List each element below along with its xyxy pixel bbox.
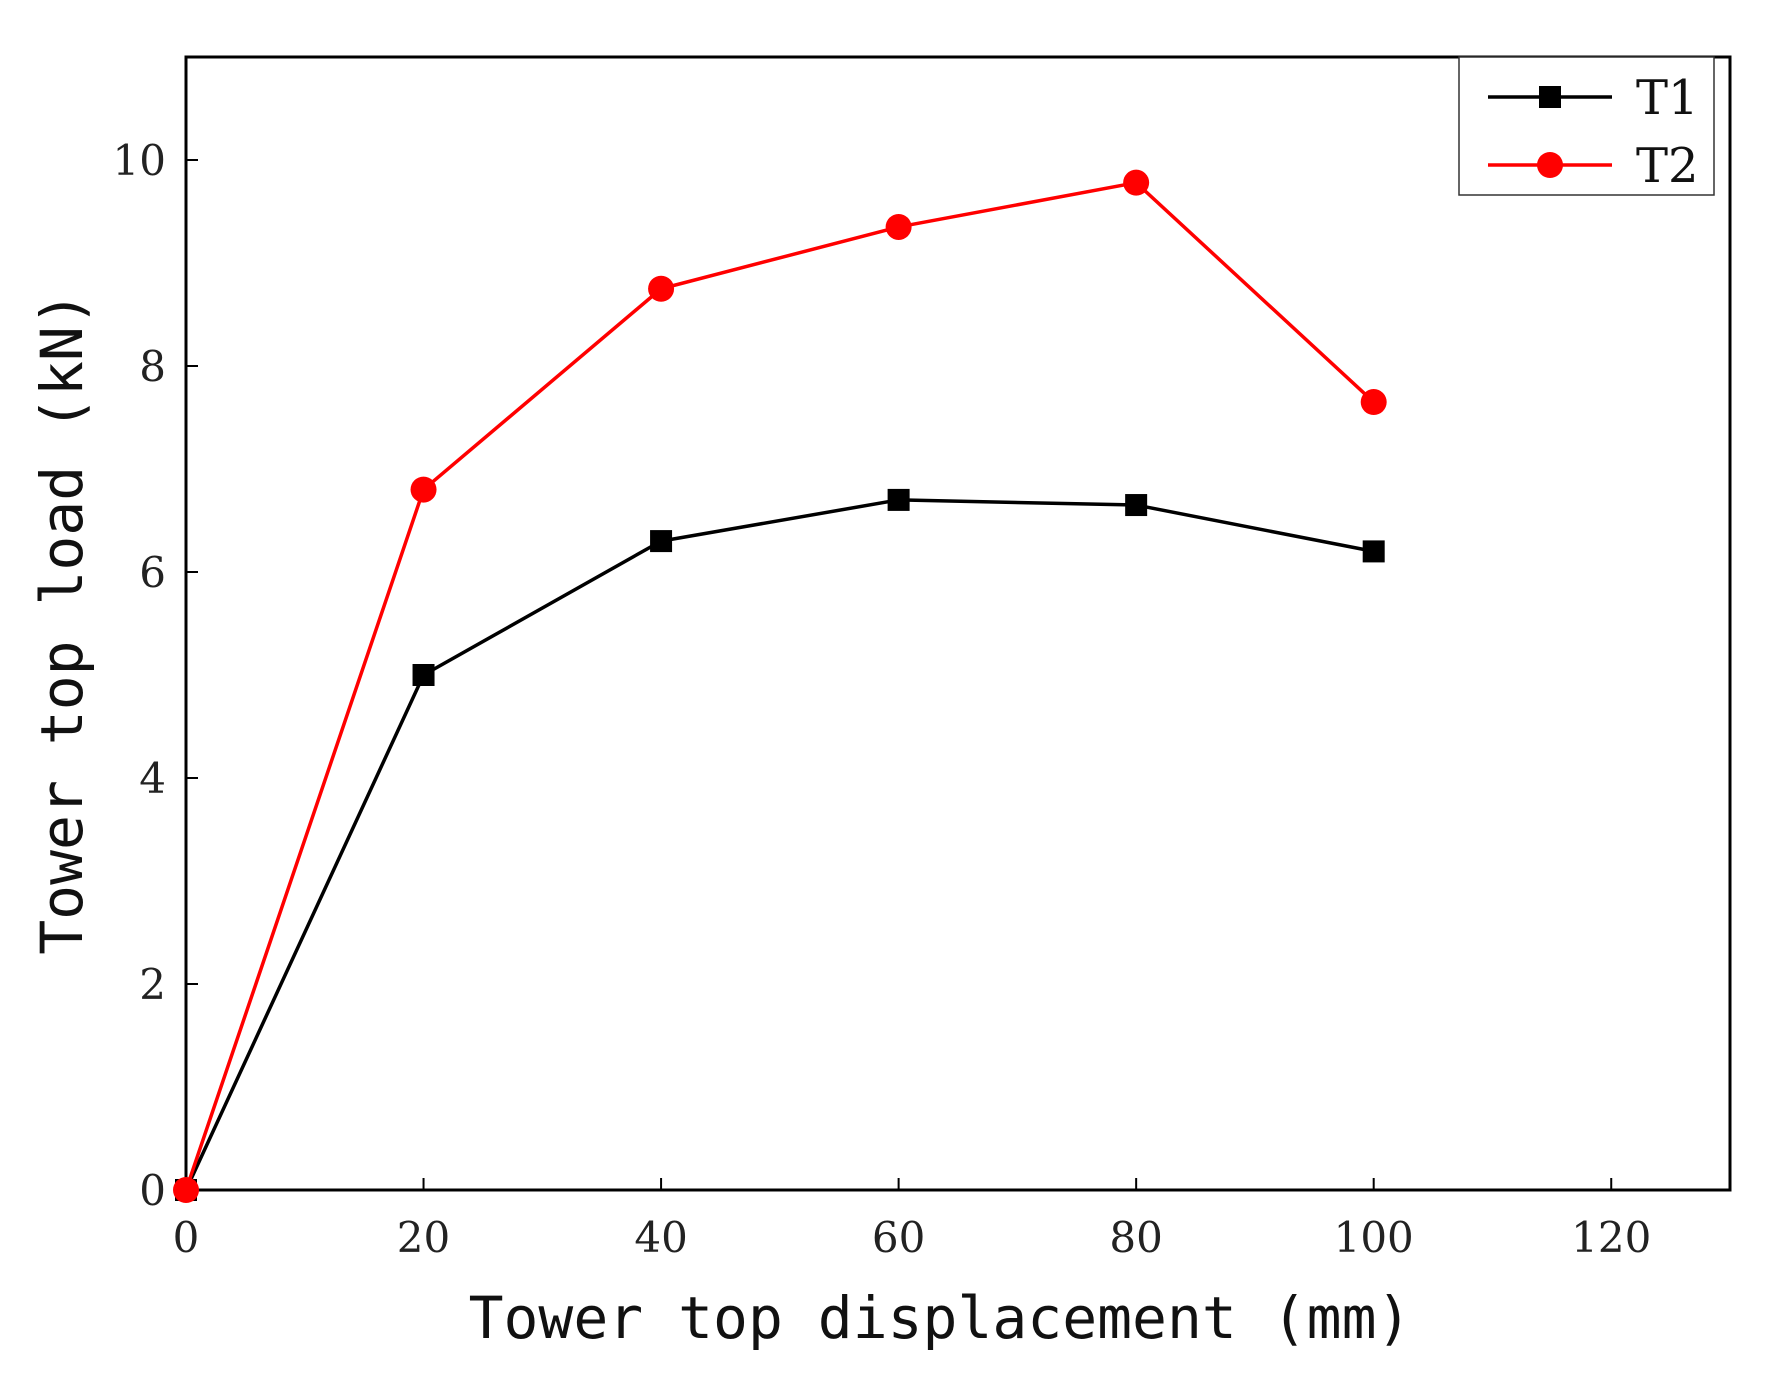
x-tick-label: 20 [397, 1213, 450, 1262]
x-tick-label: 120 [1571, 1213, 1651, 1262]
data-point-t2 [410, 476, 437, 503]
legend-marker-t1 [1539, 86, 1561, 108]
data-point-t2 [173, 1177, 199, 1203]
data-point-t1 [650, 530, 673, 553]
data-point-t1 [1362, 540, 1385, 563]
y-axis-ticks: 0 2 4 6 8 10 [113, 136, 198, 1215]
data-point-t2 [648, 275, 675, 302]
y-tick-label: 2 [139, 960, 166, 1009]
y-tick-label: 8 [139, 342, 166, 391]
x-axis-title: Tower top displacement (mm) [469, 1284, 1412, 1352]
data-point-t1 [1125, 494, 1148, 517]
data-point-t1 [887, 488, 910, 511]
x-tick-label: 80 [1109, 1213, 1162, 1262]
x-tick-label: 0 [173, 1213, 200, 1262]
series-line-t2 [184, 180, 1375, 1191]
data-point-t2 [1123, 169, 1150, 196]
x-tick-label: 100 [1334, 1213, 1414, 1262]
x-tick-label: 60 [872, 1213, 925, 1262]
legend-label-t1: T1 [1636, 70, 1699, 126]
data-point-t1 [412, 664, 435, 686]
legend-marker-t2 [1537, 152, 1563, 178]
x-axis-ticks: 0 20 40 60 80 100 120 [173, 1178, 1651, 1262]
legend-entry-t2: T2 [1488, 138, 1699, 194]
series-layer [173, 169, 1387, 1203]
legend-box [1458, 56, 1715, 196]
x-tick-label: 40 [634, 1213, 687, 1262]
legend-entry-t1: T1 [1488, 70, 1699, 126]
data-point-t2 [885, 213, 912, 240]
y-tick-label: 4 [139, 754, 166, 803]
series-t2 [173, 169, 1387, 1203]
legend-label-t2: T2 [1636, 138, 1699, 194]
y-axis-title: Tower top load (kN) [28, 291, 96, 954]
series-t1 [175, 488, 1385, 1201]
series-line-t1 [184, 498, 1375, 1191]
y-tick-label: 10 [113, 136, 166, 185]
data-point-t2 [1360, 389, 1387, 416]
plot-area-frame [184, 55, 1732, 1192]
y-tick-label: 0 [139, 1166, 166, 1215]
y-tick-label: 6 [139, 548, 166, 597]
